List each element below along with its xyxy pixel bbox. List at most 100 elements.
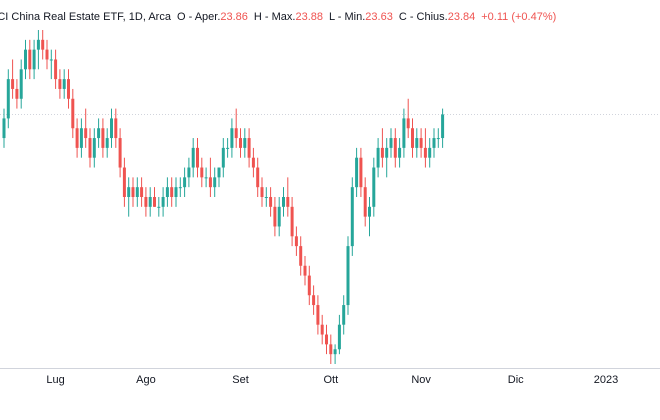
candle xyxy=(11,59,15,99)
candle xyxy=(196,138,199,178)
candle xyxy=(178,177,182,197)
candle xyxy=(389,128,393,158)
candle xyxy=(19,59,23,109)
candle xyxy=(97,118,101,148)
candle xyxy=(213,167,217,197)
candle xyxy=(71,88,75,139)
candle xyxy=(36,30,40,70)
candle xyxy=(346,236,350,315)
candle xyxy=(320,314,324,345)
candle xyxy=(110,108,113,148)
candle xyxy=(428,138,432,168)
candle xyxy=(376,138,380,178)
candle xyxy=(402,108,406,158)
candle xyxy=(256,157,260,197)
candle xyxy=(239,128,242,158)
candle xyxy=(316,295,320,335)
candle xyxy=(140,177,144,207)
candle xyxy=(307,265,311,306)
candle xyxy=(264,187,268,207)
candle xyxy=(355,147,359,197)
candle xyxy=(230,118,234,158)
legend-high-label: H - Max. xyxy=(253,11,296,23)
candle xyxy=(165,177,169,207)
candle xyxy=(217,167,221,188)
x-tick-label: 2023 xyxy=(594,374,618,386)
x-tick-label: Nov xyxy=(411,374,431,386)
candle xyxy=(282,187,285,217)
candle xyxy=(200,157,204,188)
candle xyxy=(148,187,152,217)
candle xyxy=(2,108,6,148)
candle xyxy=(432,128,436,158)
candle xyxy=(333,344,337,364)
legend-symbol: SCI China Real Estate ETF, 1D, Arca xyxy=(0,11,171,23)
candle xyxy=(277,197,281,237)
candle xyxy=(294,226,298,256)
candle xyxy=(423,128,427,168)
candle xyxy=(415,128,419,158)
legend-close-label: C - Chius. xyxy=(398,11,448,23)
candle xyxy=(41,30,45,60)
candle xyxy=(269,187,273,217)
candle xyxy=(363,177,367,227)
candle xyxy=(62,69,66,99)
candle xyxy=(303,255,307,286)
candle xyxy=(342,295,346,335)
candle xyxy=(122,157,126,207)
candle xyxy=(251,147,255,178)
candle xyxy=(380,128,384,168)
candle xyxy=(419,128,423,158)
candle xyxy=(398,138,402,168)
candle xyxy=(49,49,53,80)
candle xyxy=(161,187,165,217)
candle xyxy=(135,177,139,207)
x-tick-label: Dic xyxy=(508,374,524,386)
candle xyxy=(157,197,161,217)
x-tick-label: Set xyxy=(232,374,249,386)
candle xyxy=(368,197,371,237)
candle xyxy=(118,128,122,178)
x-tick-label: Lug xyxy=(46,374,64,386)
candle xyxy=(325,324,328,355)
candle xyxy=(67,69,70,109)
candle xyxy=(183,167,187,197)
candle xyxy=(174,177,178,207)
candle xyxy=(191,138,195,178)
candle xyxy=(350,177,354,256)
candle xyxy=(393,128,397,168)
candle xyxy=(329,334,333,364)
legend-low-label: L - Min. xyxy=(329,11,366,23)
candle xyxy=(114,108,118,148)
candle xyxy=(247,128,251,168)
candle xyxy=(58,69,62,99)
chart-legend: SCI China Real Estate ETF, 1D, Arca O - … xyxy=(0,8,556,26)
candle xyxy=(101,118,105,158)
candle xyxy=(105,128,109,158)
candle xyxy=(28,39,32,80)
candle xyxy=(92,128,96,168)
candle xyxy=(441,108,445,148)
candle xyxy=(290,197,294,247)
candle xyxy=(372,157,376,217)
candle xyxy=(337,314,341,355)
candle xyxy=(144,187,148,217)
legend-high-value: 23.88 xyxy=(295,11,324,23)
candle xyxy=(54,49,58,89)
candle xyxy=(226,138,230,158)
candle xyxy=(24,39,27,80)
candle xyxy=(75,118,79,158)
candle xyxy=(170,177,174,207)
legend-change-value: +0.11 (+0.47%) xyxy=(481,11,557,23)
candle xyxy=(6,69,10,129)
legend-open-label: O - Aper. xyxy=(176,11,221,23)
candle xyxy=(286,177,290,217)
candle xyxy=(45,39,49,70)
candle xyxy=(32,39,36,80)
x-tick-label: Ott xyxy=(323,374,338,386)
candle xyxy=(299,236,303,276)
candle xyxy=(221,138,225,178)
candle xyxy=(187,157,191,188)
